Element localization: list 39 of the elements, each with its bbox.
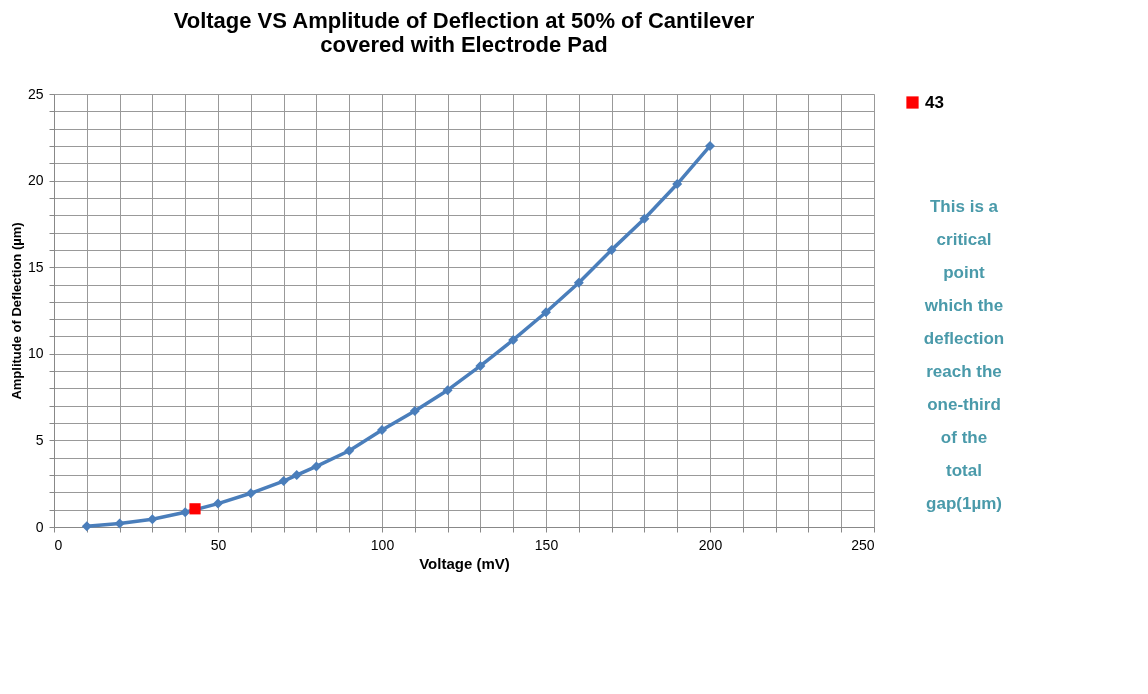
point	[189, 503, 201, 515]
point	[81, 521, 92, 532]
x-axis-title: Voltage (mV)	[419, 554, 510, 572]
y-tick-label: 15	[27, 258, 44, 275]
point	[672, 179, 683, 190]
point	[245, 488, 256, 499]
point	[311, 461, 322, 472]
point	[180, 507, 191, 518]
y-tick-label: 10	[27, 345, 44, 362]
point	[705, 140, 715, 151]
point	[541, 307, 551, 318]
point	[278, 476, 289, 487]
x-tick-label: 0	[54, 536, 63, 553]
x-tick-label: 250	[851, 536, 875, 553]
point	[409, 405, 420, 416]
point	[147, 514, 158, 525]
text: This is a critical point which the deflection reach the one-third of the total gap(1µm)	[923, 197, 1005, 513]
y-tick-label: 20	[27, 172, 44, 189]
chart-title: Voltage VS Amplitude of Deflection at 50% of Cantilever covered with Electrode Pad	[173, 8, 755, 57]
point	[639, 213, 650, 224]
y-tick-label: 25	[27, 85, 44, 102]
point	[344, 445, 355, 456]
y-axis-title: Amplitude of Deflection (µm)	[8, 222, 24, 400]
point	[606, 244, 617, 255]
legend-label: 43	[925, 92, 944, 112]
x-tick-label: 200	[698, 536, 723, 553]
point	[475, 360, 486, 371]
x-tick-label: 50	[210, 536, 227, 553]
point	[508, 334, 519, 345]
point	[291, 470, 302, 481]
point	[442, 385, 453, 396]
point	[114, 518, 125, 529]
x-tick-label: 100	[370, 536, 395, 553]
point	[573, 277, 584, 288]
y-tick-label: 0	[35, 518, 44, 535]
y-tick-label: 5	[35, 431, 44, 448]
x-tick-label: 150	[534, 536, 559, 553]
point	[377, 425, 387, 436]
point	[213, 498, 223, 509]
